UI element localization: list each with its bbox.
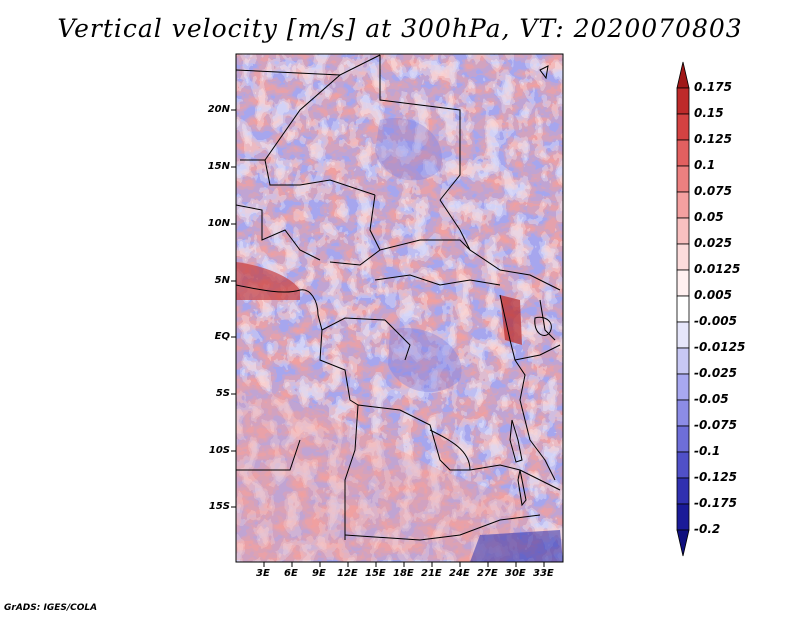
lon-ticks — [263, 562, 545, 567]
colorbar-label: -0.175 — [694, 496, 737, 510]
colorbar-label: -0.1 — [694, 444, 721, 458]
lon-label: 24E — [449, 568, 470, 579]
colorbar-segment — [676, 529, 690, 557]
colorbar-segment — [676, 139, 690, 167]
colorbar-label: 0.05 — [694, 210, 724, 224]
lon-label: 30E — [505, 568, 526, 579]
colorbar-label: -0.005 — [694, 314, 737, 328]
colorbar-label: -0.125 — [694, 470, 737, 484]
colorbar-segment — [676, 61, 690, 89]
colorbar-segment — [676, 243, 690, 271]
colorbar-segment — [676, 425, 690, 453]
map-title: Vertical velocity [m/s] at 300hPa, VT: 2… — [57, 14, 743, 43]
country-borders — [236, 54, 561, 541]
colorbar-segment — [676, 347, 690, 375]
lon-label: 3E — [256, 568, 270, 579]
lat-label: EQ — [214, 331, 230, 342]
colorbar-segment — [676, 399, 690, 427]
colorbar-label: -0.05 — [694, 392, 729, 406]
grads-credit: GrADS: IGES/COLA — [4, 603, 98, 613]
colorbar-segment — [676, 165, 690, 193]
lon-label: 33E — [533, 568, 554, 579]
colorbar-label: -0.075 — [694, 418, 737, 432]
lon-label: 15E — [365, 568, 386, 579]
colorbar-segment — [676, 191, 690, 219]
colorbar-label: 0.1 — [694, 158, 716, 172]
lon-label: 6E — [284, 568, 298, 579]
lat-label: 15S — [208, 501, 230, 512]
colorbar-label: 0.15 — [694, 106, 724, 120]
lon-label: 18E — [393, 568, 414, 579]
colorbar-label: 0.005 — [694, 288, 732, 302]
colorbar-label: -0.2 — [694, 522, 721, 536]
colorbar-segment — [676, 217, 690, 245]
lon-label: 9E — [312, 568, 326, 579]
colorbar-segment — [676, 269, 690, 297]
lat-label: 15N — [207, 161, 230, 172]
colorbar-segment — [676, 373, 690, 401]
colorbar-label: -0.025 — [694, 366, 737, 380]
lon-label: 27E — [477, 568, 498, 579]
colorbar-label: 0.0125 — [694, 262, 741, 276]
colorbar-label: 0.025 — [694, 236, 732, 250]
lon-label: 21E — [421, 568, 442, 579]
colorbar-segment — [676, 113, 690, 141]
colorbar-segment — [676, 87, 690, 115]
lat-label: 10S — [208, 445, 230, 456]
lat-ticks — [231, 109, 236, 508]
colorbar-label: 0.175 — [694, 80, 732, 94]
colorbar-label: 0.125 — [694, 132, 732, 146]
lat-label: 10N — [207, 218, 230, 229]
map-frame — [235, 53, 564, 563]
lat-label: 20N — [207, 104, 230, 115]
colorbar-segment — [676, 321, 690, 349]
lat-label: 5N — [214, 275, 230, 286]
colorbar-label: -0.0125 — [694, 340, 746, 354]
lake-outlines — [509, 65, 552, 507]
lat-label: 5S — [215, 388, 230, 399]
colorbar — [676, 61, 690, 557]
colorbar-label: 0.075 — [694, 184, 732, 198]
vertical-velocity-field — [236, 54, 563, 562]
colorbar-segment — [676, 451, 690, 479]
lon-label: 12E — [337, 568, 358, 579]
colorbar-segment — [676, 477, 690, 505]
colorbar-segment — [676, 295, 690, 323]
colorbar-segment — [676, 503, 690, 531]
